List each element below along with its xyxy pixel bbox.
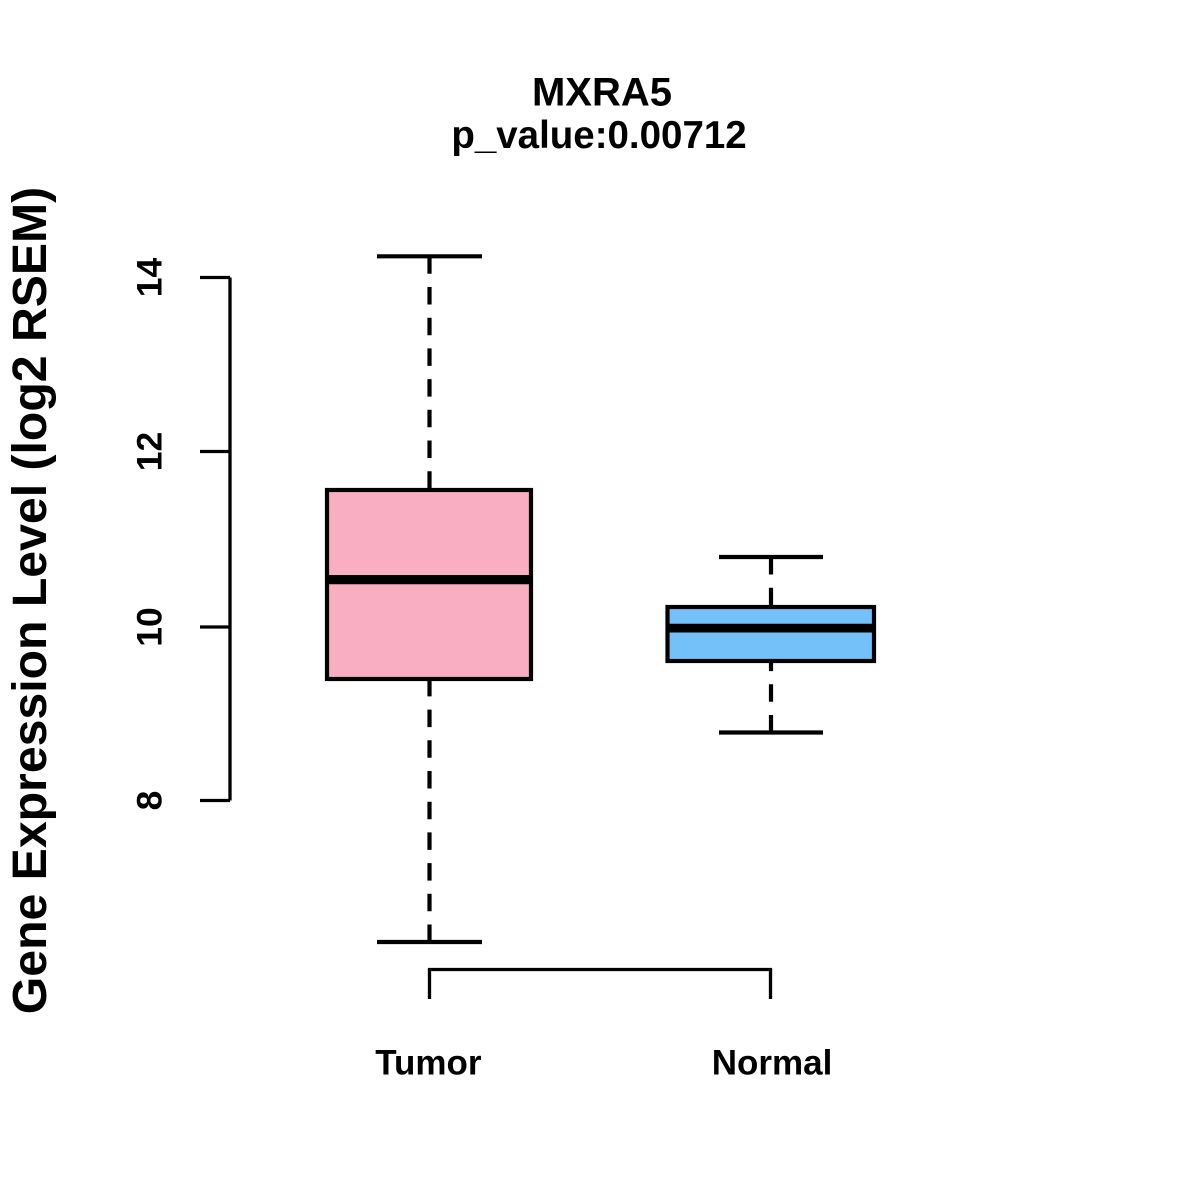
svg-text:10: 10 [130,607,170,647]
svg-text:Gene Expression Level (log2 RS: Gene Expression Level (log2 RSEM) [3,187,57,1014]
svg-text:12: 12 [130,432,170,472]
svg-text:p_value:0.00712: p_value:0.00712 [451,114,746,157]
svg-text:Normal: Normal [712,1044,833,1083]
svg-text:MXRA5: MXRA5 [532,71,672,115]
svg-text:14: 14 [130,258,170,298]
svg-text:8: 8 [130,791,170,811]
svg-text:Tumor: Tumor [375,1044,482,1083]
